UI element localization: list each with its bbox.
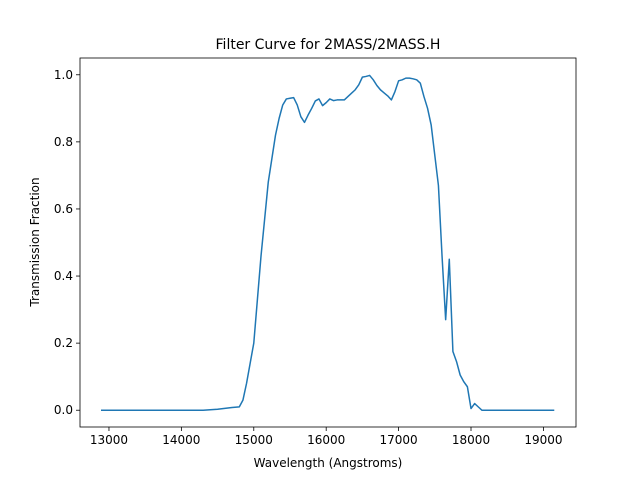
x-tick-label: 18000 [452,433,490,447]
chart-title: Filter Curve for 2MASS/2MASS.H [216,37,441,53]
x-tick-label: 17000 [380,433,418,447]
x-tick-label: 13000 [90,433,128,447]
series-line-0 [101,74,555,411]
x-tick-label: 14000 [162,433,200,447]
plot-area: 13000 14000 15000 16000 17000 18000 19000 0.0 0.… [54,57,577,447]
y-axis-label: Transmission Fraction [28,177,42,307]
x-axis-label: Wavelength (Angstroms) [254,456,403,470]
y-tick-label: 0.8 [54,135,73,149]
y-tick-label: 0.0 [54,403,73,417]
x-tick-label: 19000 [524,433,562,447]
axes-frame [79,57,577,428]
y-tick-label: 0.4 [54,269,73,283]
y-tick-label: 0.2 [54,336,73,350]
x-tick-label: 16000 [307,433,345,447]
y-tick-label: 1.0 [54,68,73,82]
x-tick-label: 15000 [235,433,273,447]
y-tick-label: 0.6 [54,202,73,216]
